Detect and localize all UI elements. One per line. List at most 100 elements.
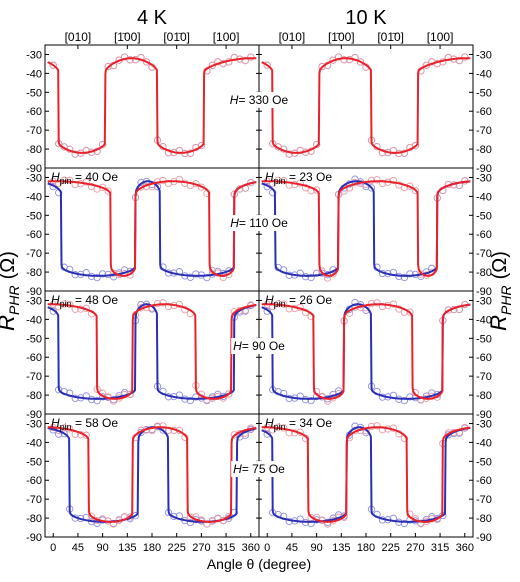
x-tick-label: 360 bbox=[456, 542, 474, 554]
y-tick-label-left: -30 bbox=[26, 49, 42, 61]
field-symbol: H bbox=[233, 462, 242, 476]
y-axis-unit: (Ω) bbox=[0, 251, 19, 279]
y-tick-label-left: -50 bbox=[26, 87, 42, 99]
y-tick-label-left: -70 bbox=[26, 248, 42, 260]
y-tick-label-left: -70 bbox=[26, 125, 42, 137]
hpin-subscript: pin bbox=[60, 422, 72, 432]
y-tick-label-right: -70 bbox=[476, 494, 492, 506]
figure-labels: 4 K 10 K[010] [1̄00] [01̄0] [100] [010] [1̄00]… bbox=[0, 7, 514, 572]
y-tick-label-right: -50 bbox=[476, 87, 492, 99]
field-value: = 330 Oe bbox=[238, 93, 288, 107]
fit-curve bbox=[48, 427, 257, 522]
column-title: 10 K bbox=[345, 7, 387, 29]
hpin-symbol: H bbox=[265, 170, 274, 184]
fit-curve bbox=[48, 181, 257, 276]
y-tick-label-right: -60 bbox=[476, 352, 492, 364]
direction-label: [100] bbox=[427, 30, 454, 44]
direction-label: [1̄00] bbox=[328, 30, 355, 44]
y-tick-label-right: -60 bbox=[476, 229, 492, 241]
hpin-subscript: pin bbox=[60, 299, 72, 309]
x-tick-label: 135 bbox=[118, 542, 136, 554]
fit-curve bbox=[48, 427, 257, 522]
y-tick-label-right: -40 bbox=[476, 437, 492, 449]
y-tick-label-left: -30 bbox=[26, 418, 42, 430]
x-tick-label: 0 bbox=[50, 542, 56, 554]
fit-curve bbox=[48, 58, 257, 153]
field-value: = 110 Oe bbox=[239, 216, 288, 230]
field-label: H= 330 Oe bbox=[230, 93, 289, 107]
fit-curve bbox=[48, 304, 257, 399]
hpin-symbol: H bbox=[51, 170, 60, 184]
y-tick-label-left: -40 bbox=[26, 437, 42, 449]
y-tick-label-left: -60 bbox=[26, 229, 42, 241]
y-tick-label-right: -70 bbox=[476, 371, 492, 383]
hpin-value: = 26 Oe bbox=[286, 293, 333, 307]
y-axis-label-text: RPHR (Ω) bbox=[0, 251, 22, 331]
x-tick-label: 315 bbox=[431, 542, 449, 554]
field-label: H= 90 Oe bbox=[233, 339, 285, 353]
x-axis-label: Angle θ (degree) bbox=[207, 556, 311, 572]
fit-curve bbox=[262, 304, 471, 399]
direction-label: [010] bbox=[279, 30, 306, 44]
hpin-symbol: H bbox=[265, 416, 274, 430]
hpin-value: = 58 Oe bbox=[72, 416, 119, 430]
x-tick-label: 270 bbox=[406, 542, 424, 554]
field-label: H= 110 Oe bbox=[230, 216, 288, 230]
x-tick-label: 315 bbox=[217, 542, 235, 554]
y-tick-label-left: -30 bbox=[26, 172, 42, 184]
x-tick-label: 180 bbox=[357, 542, 375, 554]
x-tick-label: 45 bbox=[72, 542, 84, 554]
direction-label: [010] bbox=[65, 30, 92, 44]
direction-label: [01̄0] bbox=[377, 30, 404, 44]
field-symbol: H bbox=[230, 93, 239, 107]
hpin-symbol: H bbox=[51, 293, 60, 307]
x-tick-label: 45 bbox=[286, 542, 298, 554]
y-tick-label-left: -60 bbox=[26, 475, 42, 487]
x-tick-label: 360 bbox=[242, 542, 260, 554]
y-tick-label-left: -80 bbox=[26, 513, 42, 525]
y-tick-label-right: -80 bbox=[476, 513, 492, 525]
y-tick-label-right: -50 bbox=[476, 456, 492, 468]
y-axis-subscript: PHR bbox=[6, 285, 22, 315]
hpin-label: Hpin = 58 Oe bbox=[51, 416, 118, 432]
field-value: = 75 Oe bbox=[242, 462, 285, 476]
hpin-value: = 23 Oe bbox=[286, 170, 333, 184]
y-axis-label-left: RPHR (Ω) bbox=[0, 251, 22, 331]
fit-curve bbox=[48, 304, 257, 399]
y-tick-label-left: -50 bbox=[26, 210, 42, 222]
direction-label: [01̄0] bbox=[163, 30, 190, 44]
fit-curve bbox=[262, 427, 471, 522]
fit-curve bbox=[262, 427, 471, 522]
y-tick-label-right: -40 bbox=[476, 191, 492, 203]
x-tick-label: 180 bbox=[143, 542, 161, 554]
field-label: H= 75 Oe bbox=[233, 462, 285, 476]
y-axis-unit: (Ω) bbox=[489, 251, 511, 279]
x-tick-label: 90 bbox=[96, 542, 108, 554]
x-tick-label: 0 bbox=[264, 542, 270, 554]
y-axis-symbol: R bbox=[0, 315, 19, 331]
y-tick-label-left: -40 bbox=[26, 314, 42, 326]
y-tick-label-left: -30 bbox=[26, 295, 42, 307]
fit-curve bbox=[262, 304, 471, 399]
hpin-subscript: pin bbox=[274, 422, 286, 432]
y-tick-label-left: -80 bbox=[26, 144, 42, 156]
hpin-value: = 40 Oe bbox=[72, 170, 119, 184]
hpin-subscript: pin bbox=[274, 299, 286, 309]
field-symbol: H bbox=[233, 339, 242, 353]
y-tick-label-right: -40 bbox=[476, 68, 492, 80]
y-tick-label-left: -40 bbox=[26, 68, 42, 80]
y-tick-label-right: -80 bbox=[476, 390, 492, 402]
y-tick-label-left: -70 bbox=[26, 494, 42, 506]
field-value: = 90 Oe bbox=[242, 339, 285, 353]
fit-curve bbox=[48, 181, 257, 276]
y-tick-label-left: -50 bbox=[26, 456, 42, 468]
field-symbol: H bbox=[230, 216, 239, 230]
y-tick-label-left: -80 bbox=[26, 390, 42, 402]
column-title: 4 K bbox=[137, 7, 168, 29]
x-tick-label: 90 bbox=[310, 542, 322, 554]
y-axis-symbol: R bbox=[486, 315, 511, 331]
y-tick-label-left: -80 bbox=[26, 267, 42, 279]
hpin-label: Hpin = 48 Oe bbox=[51, 293, 118, 309]
y-tick-label-right: -30 bbox=[476, 295, 492, 307]
